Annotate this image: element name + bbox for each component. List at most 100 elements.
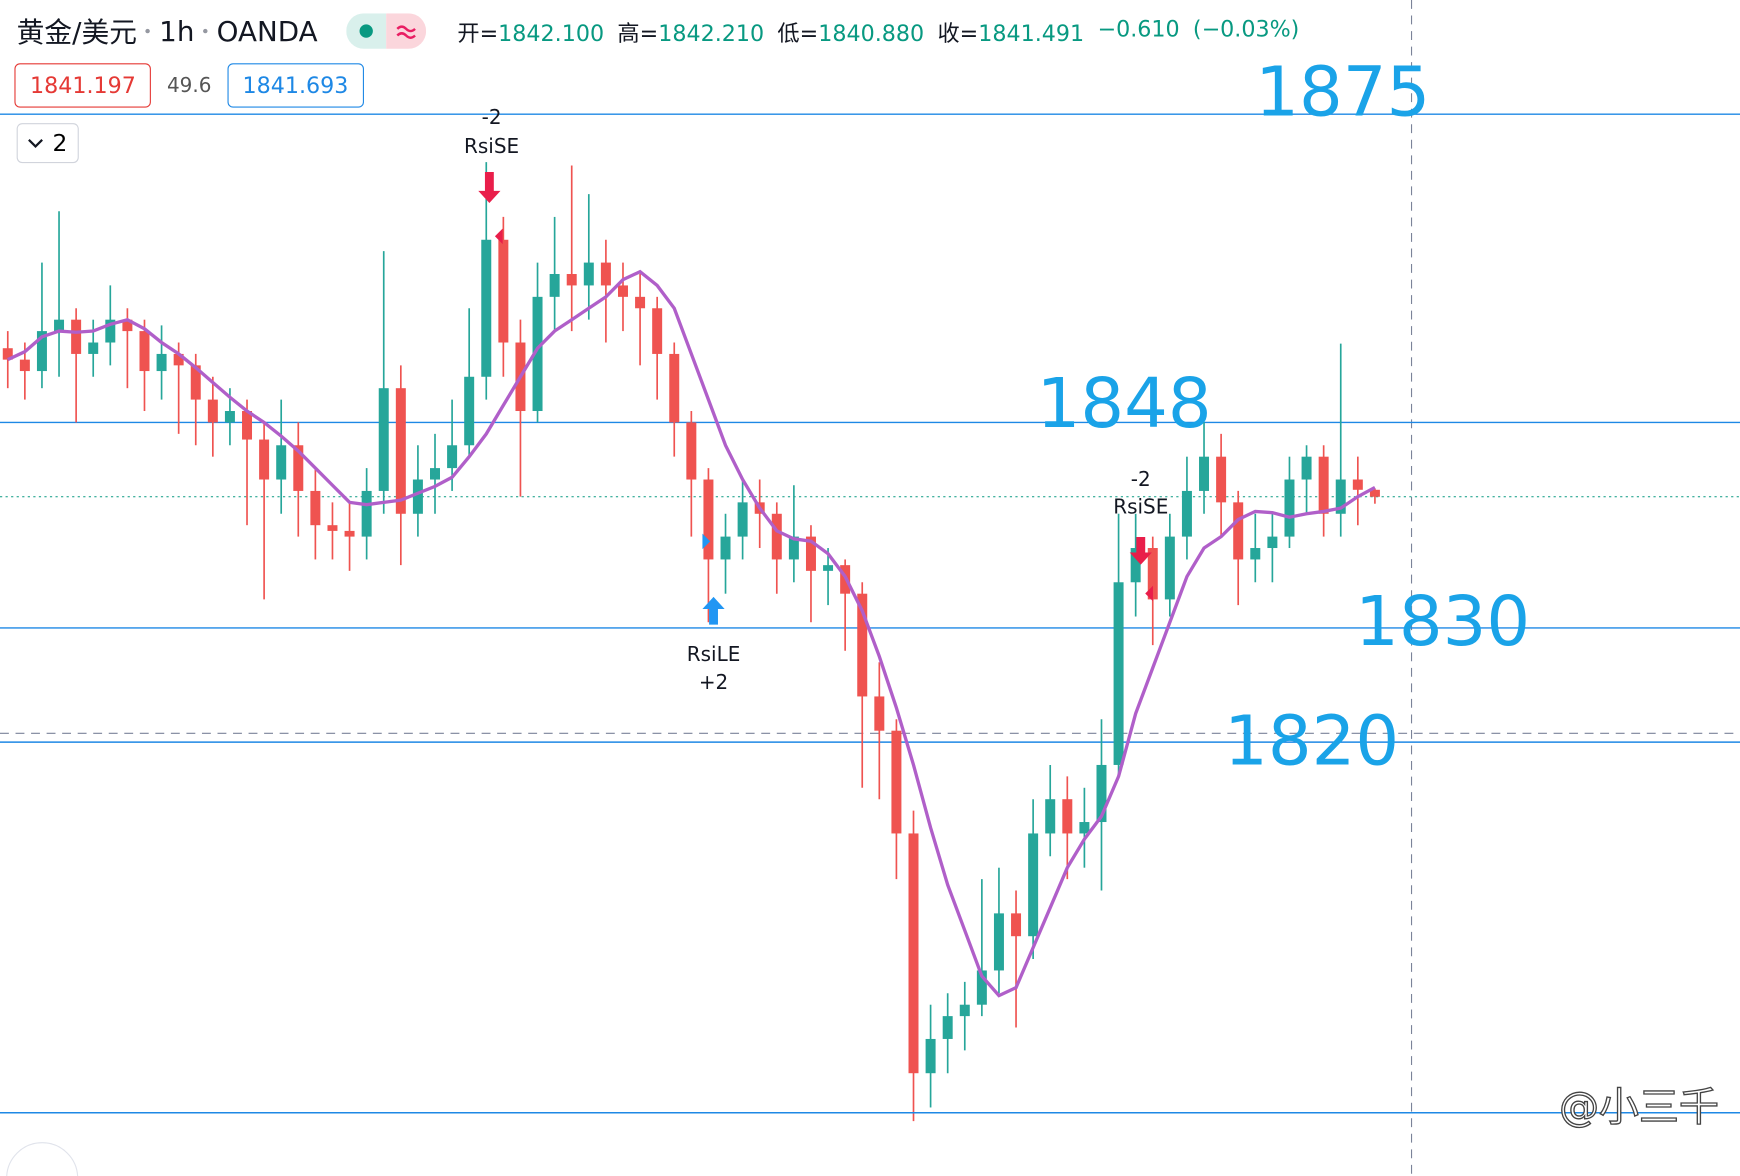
candle-body xyxy=(54,319,65,332)
candle-body xyxy=(71,319,82,354)
ohlc-label: 收= xyxy=(937,19,979,47)
candle-body xyxy=(156,353,167,372)
candle-body xyxy=(669,353,680,423)
candle-body xyxy=(942,1016,953,1039)
ohlc-value: 1842.210 xyxy=(658,19,765,47)
candle-body xyxy=(788,536,799,560)
level-label: 1820 xyxy=(1224,701,1399,781)
candle-body xyxy=(1130,548,1141,583)
indicator-count: 2 xyxy=(52,129,68,157)
candle-body xyxy=(122,319,133,332)
candle-body xyxy=(959,1004,970,1017)
candle-body xyxy=(361,490,372,537)
candle-body xyxy=(1369,489,1380,497)
spread: 49.6 xyxy=(166,73,212,98)
ohlc: 开=1842.100 高=1842.210 低=1840.880 收=1841.491… xyxy=(457,15,1299,47)
signal-arrow xyxy=(1129,536,1152,565)
candle-body xyxy=(1113,582,1124,765)
candle-body xyxy=(874,696,885,731)
signal-text: +2 xyxy=(699,670,728,694)
candle-body xyxy=(327,525,338,531)
candle-body xyxy=(1045,799,1056,834)
indicator-toggle[interactable]: 2 xyxy=(16,123,79,164)
source: OANDA xyxy=(216,14,318,48)
ohlc-item: 收=1841.491 xyxy=(937,15,1084,47)
change: −0.610 xyxy=(1097,14,1180,42)
candle-body xyxy=(1147,548,1158,600)
ohlc-label: 低= xyxy=(777,19,819,47)
candle-body xyxy=(481,239,492,377)
separator xyxy=(203,28,208,34)
candle-body xyxy=(1011,913,1022,937)
status-pill[interactable] xyxy=(346,13,427,49)
candle-body xyxy=(412,479,423,514)
candle-body xyxy=(1181,490,1192,537)
market-open xyxy=(346,13,387,49)
candle-body xyxy=(1079,822,1090,834)
candle-body xyxy=(1284,479,1295,537)
chevron xyxy=(28,138,44,149)
candle-body xyxy=(652,308,663,354)
symbol: 黄金/美元 xyxy=(16,16,137,49)
candle-body xyxy=(1216,456,1227,503)
ohlc-value: 1840.880 xyxy=(818,19,925,47)
candle-body xyxy=(600,262,611,286)
header: 黄金/美元 1h OANDA 开=1842.100 高=1842.210 低=184… xyxy=(16,11,1299,51)
candle-body xyxy=(805,536,816,571)
quote-row: 1841.197 49.6 1841.693 xyxy=(14,63,364,108)
candle-body xyxy=(1199,456,1210,491)
candle-body xyxy=(378,388,389,491)
signal-marker xyxy=(494,228,503,245)
dot xyxy=(359,24,374,38)
bid[interactable]: 1841.197 xyxy=(14,63,152,108)
watermark: @小三千 xyxy=(1559,1084,1719,1130)
candle-body xyxy=(703,479,714,560)
candle-body xyxy=(139,331,150,372)
candle-body xyxy=(993,913,1004,971)
candle-body xyxy=(976,970,987,1005)
candle-body xyxy=(737,502,748,537)
signal-text: -2 xyxy=(1131,467,1151,491)
candle-body xyxy=(771,513,782,560)
candle-body xyxy=(1352,479,1363,490)
signal-marker xyxy=(702,533,711,550)
candle-body xyxy=(36,331,47,372)
candle-body xyxy=(242,411,253,440)
candle-body xyxy=(635,296,646,309)
candle-body xyxy=(857,593,868,697)
signal-text: RsiLE xyxy=(687,642,741,666)
candle-body xyxy=(464,376,475,446)
candle-body xyxy=(105,319,116,343)
candle-body xyxy=(1028,833,1039,937)
ohlc-item: 低=1840.880 xyxy=(777,15,924,47)
candle-body xyxy=(583,262,594,286)
signal-text: RsiSE xyxy=(464,134,519,158)
candle-body xyxy=(925,1038,936,1074)
candle-body xyxy=(259,439,270,480)
candle-body xyxy=(891,730,902,834)
candle-body xyxy=(88,342,99,354)
level-label: 1848 xyxy=(1037,364,1212,444)
candle-body xyxy=(823,565,834,571)
candle-body xyxy=(566,274,577,286)
logo-button[interactable] xyxy=(6,1142,79,1176)
candle-body xyxy=(2,348,13,360)
interval: 1h xyxy=(159,14,195,48)
candle-body xyxy=(344,530,355,537)
ask[interactable]: 1841.693 xyxy=(226,63,364,108)
candle-body xyxy=(1267,536,1278,549)
ohlc-label: 开= xyxy=(457,19,499,47)
candle-body xyxy=(1062,799,1073,834)
candle-body xyxy=(190,365,201,400)
candle-body xyxy=(617,285,628,297)
ohlc-value: 1841.491 xyxy=(978,19,1085,47)
candle-body xyxy=(310,490,321,526)
candle-body xyxy=(1096,764,1107,823)
candle-body xyxy=(19,359,30,372)
separator xyxy=(145,28,151,34)
candle-body xyxy=(276,445,287,480)
ohlc-label: 高= xyxy=(617,19,659,47)
candle-body xyxy=(173,353,184,366)
candle-body xyxy=(908,833,919,1074)
